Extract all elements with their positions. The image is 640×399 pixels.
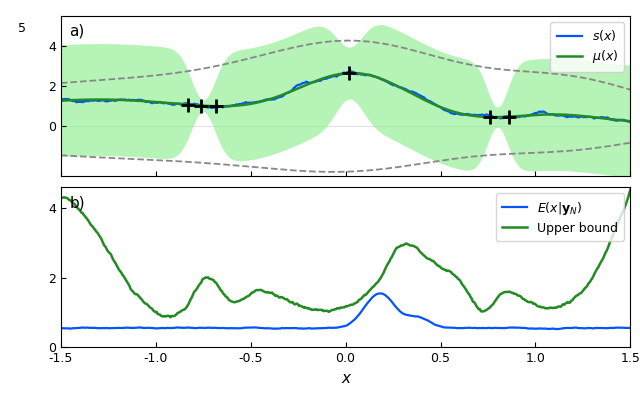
$E(x|\mathbf{y}_N)$ [331, 325, 339, 330]
Legend: $s(x)$, $\mu(x)$: $s(x)$, $\mu(x)$ [550, 22, 624, 72]
Upper bound [166, 315, 174, 320]
$s(x)$ [627, 120, 634, 124]
$\mu(x)$ [614, 118, 621, 122]
$\mu(x)$ [627, 119, 634, 124]
Upper bound [328, 307, 336, 312]
Upper bound [614, 221, 621, 225]
$E(x|\mathbf{y}_N)$ [627, 326, 634, 330]
$s(x)$ [614, 118, 621, 123]
$E(x|\mathbf{y}_N)$ [365, 299, 373, 304]
$s(x)$ [331, 73, 339, 78]
$E(x|\mathbf{y}_N)$ [328, 325, 335, 330]
Line: Upper bound: Upper bound [61, 190, 630, 317]
Upper bound [332, 307, 340, 312]
Line: $E(x|\mathbf{y}_N)$: $E(x|\mathbf{y}_N)$ [61, 293, 630, 329]
Text: b): b) [69, 195, 85, 210]
$E(x|\mathbf{y}_N)$ [525, 326, 532, 331]
$s(x)$ [347, 69, 355, 73]
X-axis label: x: x [341, 371, 350, 385]
$E(x|\mathbf{y}_N)$ [554, 327, 561, 332]
$\mu(x)$ [397, 85, 405, 90]
Upper bound [366, 287, 374, 292]
$E(x|\mathbf{y}_N)$ [615, 325, 623, 330]
Legend: $E(x|\mathbf{y}_N)$, Upper bound: $E(x|\mathbf{y}_N)$, Upper bound [495, 194, 624, 241]
Text: a): a) [69, 24, 84, 39]
Upper bound [57, 196, 65, 200]
Upper bound [525, 300, 532, 304]
$s(x)$ [328, 74, 335, 79]
$s(x)$ [525, 113, 532, 118]
$\mu(x)$ [525, 113, 532, 118]
$\mu(x)$ [328, 73, 335, 78]
$E(x|\mathbf{y}_N)$ [57, 326, 65, 331]
Text: 5: 5 [18, 22, 26, 35]
Line: $s(x)$: $s(x)$ [61, 71, 630, 122]
$\mu(x)$ [331, 73, 339, 77]
$s(x)$ [397, 85, 405, 90]
$E(x|\mathbf{y}_N)$ [397, 310, 405, 314]
Upper bound [627, 188, 634, 192]
$\mu(x)$ [57, 98, 65, 103]
$\mu(x)$ [348, 71, 356, 75]
$s(x)$ [57, 98, 65, 103]
Line: $\mu(x)$: $\mu(x)$ [61, 73, 630, 121]
Upper bound [397, 243, 405, 248]
$\mu(x)$ [366, 73, 374, 78]
$s(x)$ [366, 73, 374, 77]
$E(x|\mathbf{y}_N)$ [376, 291, 384, 296]
